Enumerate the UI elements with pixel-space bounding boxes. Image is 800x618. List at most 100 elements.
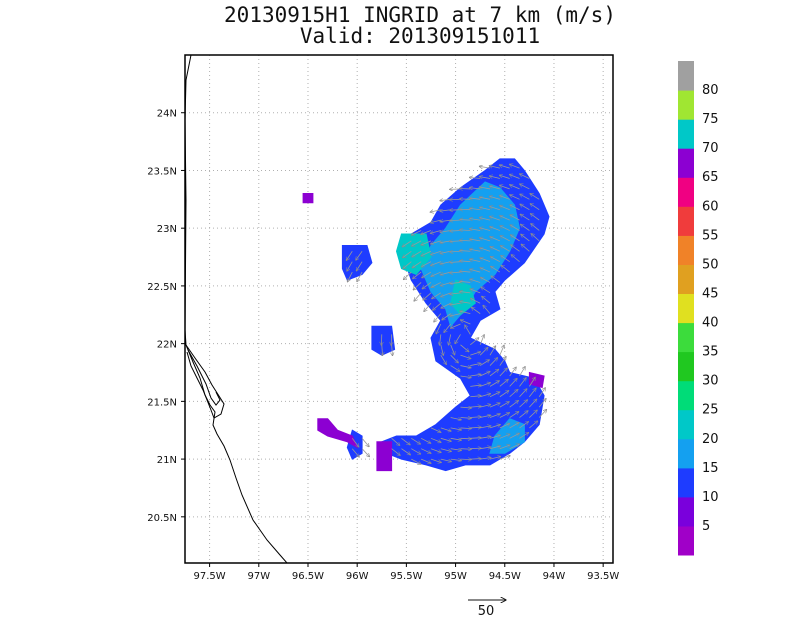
wind-vector xyxy=(440,427,451,431)
wind-vector xyxy=(470,417,481,418)
wind-vector xyxy=(460,428,471,429)
wind-vector xyxy=(529,399,536,408)
wind-vector xyxy=(459,281,471,282)
wind-vector xyxy=(459,261,471,262)
wind-vector xyxy=(432,292,442,299)
wind-vector xyxy=(519,367,526,377)
vector-reference: 50 xyxy=(468,600,506,618)
wind-vector xyxy=(481,287,491,294)
wind-vector xyxy=(469,249,481,251)
wind-vector xyxy=(482,296,491,304)
wind-vector xyxy=(401,437,410,445)
wind-vector xyxy=(450,282,461,283)
wind-vector xyxy=(499,434,510,439)
wind-vector xyxy=(450,262,461,263)
wind-vector xyxy=(470,438,481,439)
wind-vector xyxy=(430,250,441,254)
wind-vector xyxy=(510,195,520,200)
wind-vector xyxy=(440,458,452,462)
wind-vector xyxy=(480,436,491,438)
wind-vector xyxy=(530,193,540,200)
wind-vector xyxy=(509,433,520,439)
wind-vector xyxy=(480,248,491,252)
wind-vector xyxy=(538,388,545,397)
coastline-path xyxy=(185,55,288,563)
wind-vector xyxy=(450,323,461,328)
wind-vector xyxy=(392,344,393,356)
wind-vector xyxy=(391,438,400,445)
wind-vector xyxy=(470,298,481,304)
wind-vector xyxy=(531,234,540,242)
colorbar-swatch xyxy=(678,90,694,120)
wind-vector xyxy=(521,244,530,252)
wind-vector xyxy=(499,423,510,429)
wind-vector xyxy=(538,399,546,408)
wind-vector xyxy=(509,422,520,429)
wind-vector xyxy=(403,271,412,280)
wind-vector xyxy=(470,289,481,294)
wind-vector xyxy=(470,448,481,449)
y-tick-label: 22.5N xyxy=(147,282,177,293)
colorbar-label: 55 xyxy=(702,228,719,243)
wind-vector xyxy=(529,410,537,418)
colorbar: 5 10 15 20 25 30 35 40 45 50 55 60 65 70 75 80 xyxy=(678,61,719,556)
colorbar-label: 40 xyxy=(702,316,719,331)
wind-vector xyxy=(470,459,481,460)
coastline xyxy=(185,55,288,563)
wind-vector xyxy=(499,165,510,169)
wind-vector xyxy=(440,220,451,222)
wind-vector xyxy=(450,354,459,363)
wind-vector xyxy=(479,187,491,189)
wind-vector xyxy=(469,218,481,220)
wind-vectors xyxy=(346,164,546,464)
wind-vector xyxy=(403,261,412,269)
colorbar-label: 35 xyxy=(702,345,719,360)
region-west-blob xyxy=(341,245,373,281)
wind-vector xyxy=(459,240,471,241)
y-tick-label: 24N xyxy=(157,109,177,120)
wind-vector xyxy=(490,237,501,242)
y-tick-label: 23N xyxy=(157,224,177,235)
wind-vector xyxy=(480,426,491,428)
x-tick-label: 94.5W xyxy=(489,571,521,582)
wind-vector xyxy=(509,444,520,450)
wind-vector xyxy=(421,240,432,245)
chart-subtitle: Valid: 201309151011 xyxy=(299,24,541,48)
wind-vector xyxy=(489,186,500,190)
wind-vector xyxy=(411,240,422,246)
wind-vector xyxy=(401,448,410,455)
region-purple-dot-north xyxy=(302,193,314,204)
wind-vector xyxy=(450,344,455,355)
wind-vector xyxy=(499,413,510,418)
colorbar-label: 50 xyxy=(702,257,719,272)
wind-vector xyxy=(480,404,491,408)
wind-vector xyxy=(499,195,510,200)
wind-vector xyxy=(440,344,444,356)
wind-vector xyxy=(489,381,499,387)
wind-vector xyxy=(520,214,530,221)
wind-vector xyxy=(460,459,471,460)
wind-vector xyxy=(440,354,447,364)
wind-vector xyxy=(489,403,500,408)
wind-vector xyxy=(499,357,506,366)
wind-vector xyxy=(440,282,451,285)
wind-vector xyxy=(459,271,471,272)
wind-vector xyxy=(479,177,491,179)
wind-vector xyxy=(346,251,353,260)
region-small-west-blob xyxy=(371,325,396,356)
wind-vector xyxy=(450,241,461,242)
wind-vector xyxy=(434,313,442,322)
wind-vector xyxy=(499,391,509,398)
wind-vector xyxy=(509,389,518,398)
wind-vector xyxy=(510,205,520,211)
wind-vector xyxy=(450,220,461,221)
y-tick-label: 22N xyxy=(157,340,177,351)
wind-vector xyxy=(450,313,461,317)
wind-vector xyxy=(529,388,536,397)
wind-vector xyxy=(460,366,471,368)
wind-vector xyxy=(361,448,369,457)
wind-vector xyxy=(430,209,441,212)
wind-vector xyxy=(440,230,451,232)
wind-vector xyxy=(491,276,501,283)
wind-vector xyxy=(440,448,452,452)
